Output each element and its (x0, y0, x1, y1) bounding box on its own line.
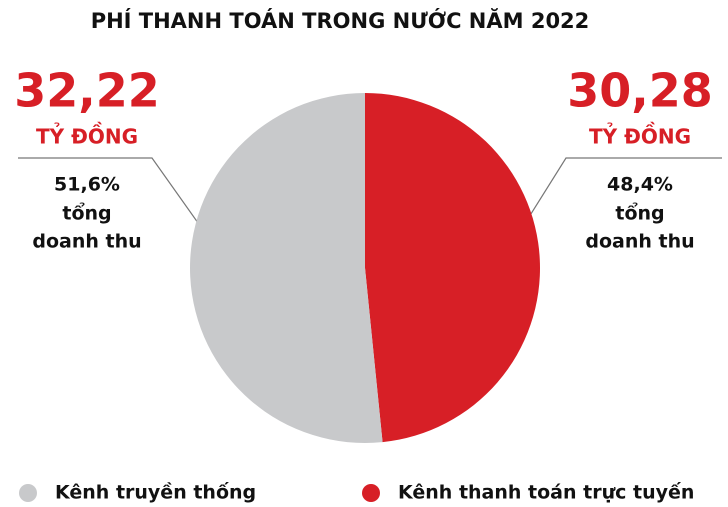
legend-label: Kênh thanh toán trực tuyến (398, 481, 694, 504)
labels: 32,22 TỶ ĐỒNG 51,6% tổng doanh thu 30,28 TỶ ĐỒ… (14, 64, 713, 504)
legend-marker (362, 484, 380, 502)
share-caption: doanh thu (32, 231, 141, 253)
legend-label: Kênh truyền thống (55, 481, 256, 504)
share-caption: tổng (62, 202, 111, 225)
value-label: 48,4% (607, 174, 673, 196)
amount-label: 32,22 (14, 64, 160, 118)
amount-unit: TỶ ĐỒNG (36, 123, 138, 149)
amount-label: 30,28 (567, 64, 713, 118)
share-caption: tổng (615, 202, 664, 225)
pie-slice (189, 93, 383, 443)
pie (189, 93, 540, 443)
legend-marker (19, 484, 37, 502)
share-caption: doanh thu (585, 231, 694, 253)
chart-title: PHÍ THANH TOÁN TRONG NƯỚC NĂM 2022 (91, 8, 590, 33)
amount-unit: TỶ ĐỒNG (589, 123, 691, 149)
value-label: 51,6% (54, 174, 120, 196)
pie-slice (365, 93, 540, 443)
